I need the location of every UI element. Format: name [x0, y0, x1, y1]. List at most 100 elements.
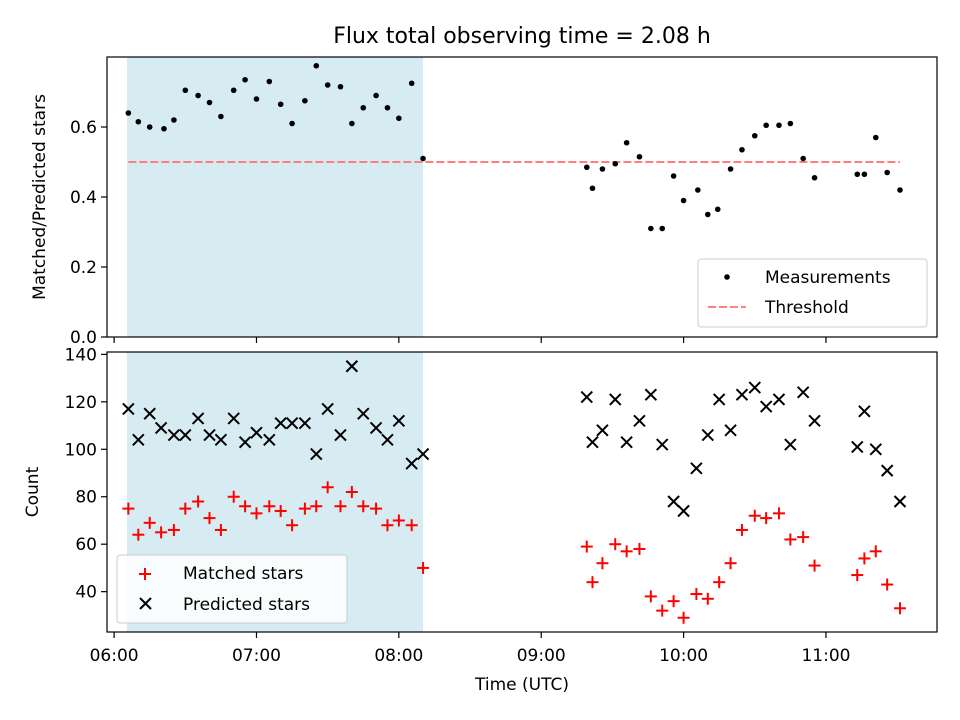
ratio-plot-frame	[106, 56, 938, 338]
measurement-point	[800, 155, 806, 162]
predicted-star-point	[796, 386, 810, 399]
predicted-star-point	[334, 428, 347, 442]
count-y-tick-label: 60	[75, 535, 97, 555]
matched-star-point	[263, 500, 276, 513]
measurement-point	[373, 92, 379, 99]
ratio-panel: 0.0 0.2 0.4 0.6 Matched/Predicted stars Mea…	[30, 56, 938, 348]
matched-star-point	[122, 502, 135, 515]
predicted-star-point	[167, 428, 181, 442]
legend-predicted-label: Predicted stars	[183, 595, 310, 615]
predicted-star-point	[609, 393, 622, 406]
matched-star-point	[203, 512, 216, 525]
measurement-point	[230, 87, 237, 94]
matched-star-point	[310, 500, 323, 513]
predicted-star-point	[677, 504, 690, 518]
ratio-y-tick-label: 0.4	[70, 188, 97, 208]
measurement-point	[266, 78, 273, 85]
matched-star-point	[417, 561, 430, 574]
matched-star-point	[893, 602, 906, 615]
matched-star-point	[334, 500, 347, 513]
matched-star-point	[633, 542, 646, 555]
measurement-point	[763, 122, 769, 129]
measurement-point	[727, 166, 734, 172]
matched-star-point	[192, 495, 205, 508]
predicted-star-point	[191, 412, 205, 425]
measurement-point	[253, 96, 260, 102]
matched-star-point	[239, 500, 252, 513]
measurement-point	[811, 174, 818, 181]
count-y-tick-label: 80	[75, 488, 97, 508]
measurement-point	[599, 166, 606, 172]
x-tick-label: 10:00	[659, 646, 708, 666]
measurement-point	[695, 187, 701, 193]
predicted-star-point	[263, 433, 276, 447]
x-tick-label: 11:00	[801, 646, 850, 666]
measurement-point	[648, 225, 654, 232]
predicted-star-point	[214, 433, 228, 447]
legend-matched-label: Matched stars	[183, 564, 303, 584]
ratio-legend-box	[697, 258, 928, 328]
predicted-star-point	[808, 414, 821, 428]
matched-star-point	[620, 545, 633, 558]
predicted-star-point	[238, 435, 252, 449]
predicted-star-point	[580, 390, 593, 404]
x-tick-label: 08:00	[374, 646, 423, 666]
predicted-star-point	[644, 388, 658, 401]
measurement-point	[714, 206, 721, 213]
measurement-point	[623, 139, 630, 146]
predicted-star-point	[880, 464, 894, 477]
measurement-point	[289, 120, 295, 127]
matched-star-point	[155, 526, 168, 539]
measurement-point	[776, 122, 782, 129]
measurement-point	[242, 76, 248, 83]
x-tick-label: 09:00	[517, 646, 566, 666]
matched-star-point	[701, 592, 714, 605]
matched-stars-points	[122, 481, 906, 624]
chart-title: Flux total observing time = 2.08 h	[333, 24, 711, 49]
matched-star-point	[179, 502, 192, 515]
predicted-star-point	[321, 402, 334, 416]
matched-star-point	[772, 507, 785, 520]
predicted-star-point	[858, 405, 871, 418]
count-y-axis-label: Count	[23, 466, 43, 517]
measurement-point	[396, 115, 402, 122]
predicted-star-point	[274, 416, 287, 430]
measurement-points	[125, 62, 903, 232]
measurement-point	[135, 118, 142, 125]
measurement-point	[680, 197, 687, 204]
measurement-point	[324, 82, 331, 88]
matched-star-point	[797, 531, 810, 544]
matched-star-point	[321, 481, 334, 494]
legend-matched-marker	[139, 568, 151, 580]
legend-threshold-label: Threshold	[764, 298, 849, 318]
matched-star-point	[881, 578, 894, 591]
predicted-star-point	[893, 495, 907, 508]
measurement-point	[313, 62, 320, 69]
count-legend-box	[116, 554, 348, 624]
count-y-axis: 40 60 80 100 120 140	[65, 345, 107, 603]
predicted-star-point	[667, 495, 680, 508]
matched-star-point	[808, 559, 821, 572]
legend-measurements-marker	[724, 274, 730, 280]
matched-star-point	[760, 512, 773, 525]
measurement-point	[161, 125, 167, 132]
predicted-star-point	[285, 416, 299, 430]
ratio-y-axis-label: Matched/Predicted stars	[30, 94, 50, 300]
predicted-star-point	[633, 414, 646, 428]
ratio-x-ticks	[113, 337, 827, 343]
matched-star-point	[381, 519, 394, 532]
matched-star-point	[713, 576, 726, 589]
matched-star-point	[748, 509, 761, 522]
matched-star-point	[370, 502, 383, 515]
matched-star-point	[724, 557, 737, 570]
predicted-star-point	[416, 447, 430, 461]
x-tick-label: 07:00	[232, 646, 281, 666]
measurement-point	[408, 80, 415, 87]
predicted-star-point	[310, 447, 323, 461]
measurement-point	[583, 164, 590, 171]
ratio-y-tick-label: 0.6	[70, 118, 97, 138]
measurement-point	[659, 225, 666, 232]
predicted-star-point	[712, 393, 726, 406]
measurement-point	[670, 173, 677, 179]
matched-star-point	[298, 502, 311, 515]
